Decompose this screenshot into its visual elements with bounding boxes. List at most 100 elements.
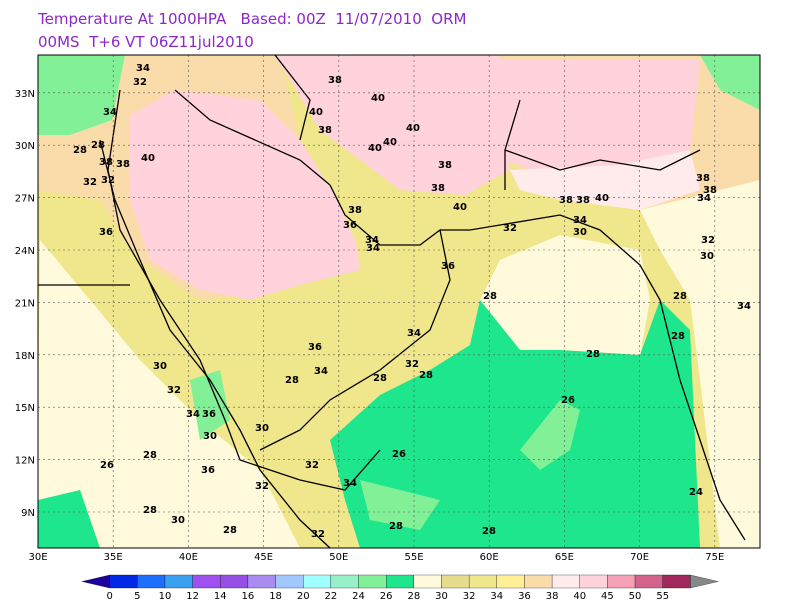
colorbar-swatch bbox=[607, 574, 636, 589]
contour-label: 36 bbox=[202, 409, 216, 420]
colorbar-label: 12 bbox=[186, 591, 199, 600]
contour-label: 34 bbox=[186, 409, 200, 420]
colorbar-swatch bbox=[386, 574, 414, 589]
title-line-1: Temperature At 1000HPA Based: 00Z 11/07/… bbox=[37, 10, 466, 28]
contour-label: 28 bbox=[143, 450, 157, 461]
lon-label: 45E bbox=[254, 552, 273, 563]
contour-label: 36 bbox=[308, 342, 322, 353]
contour-label: 32 bbox=[405, 359, 419, 370]
colorbar-label: 50 bbox=[629, 591, 642, 600]
colorbar-swatch bbox=[441, 574, 470, 589]
colorbar-label: 16 bbox=[242, 591, 255, 600]
lon-label: 30E bbox=[28, 552, 47, 563]
contour-label: 38 bbox=[703, 185, 717, 196]
lat-label: 21N bbox=[15, 298, 35, 309]
colorbar-swatch bbox=[551, 574, 580, 589]
contour-label: 32 bbox=[503, 223, 517, 234]
colorbar-swatch bbox=[524, 574, 553, 589]
contour-label: 40 bbox=[453, 202, 467, 213]
contour-label: 30 bbox=[153, 361, 167, 372]
contour-label: 34 bbox=[737, 301, 751, 312]
contour-label: 30 bbox=[203, 431, 217, 442]
contour-label: 28 bbox=[73, 145, 87, 156]
contour-label: 40 bbox=[309, 107, 323, 118]
contour-label: 32 bbox=[101, 175, 115, 186]
lon-label: 75E bbox=[705, 552, 724, 563]
colorbar-label: 22 bbox=[325, 591, 338, 600]
colorbar-swatch bbox=[109, 574, 138, 589]
lon-label: 50E bbox=[329, 552, 348, 563]
contour-label: 28 bbox=[91, 140, 105, 151]
contour-label: 36 bbox=[343, 220, 357, 231]
contour-label: 34 bbox=[365, 235, 379, 246]
colorbar: 0 5 10 12 14 16 18 20 22 24 26 28 30 32 34 36 38 40 45 50 55 bbox=[81, 574, 719, 600]
colorbar-cap bbox=[690, 574, 719, 589]
colorbar-label: 18 bbox=[269, 591, 282, 600]
contour-label: 36 bbox=[99, 227, 113, 238]
contour-label: 34 bbox=[314, 366, 328, 377]
colorbar-swatch bbox=[330, 574, 359, 589]
contour-label: 34 bbox=[697, 193, 711, 204]
colorbar-label: 20 bbox=[297, 591, 310, 600]
contour-label: 38 bbox=[438, 160, 452, 171]
contour-label: 28 bbox=[373, 373, 387, 384]
colorbar-label: 32 bbox=[463, 591, 476, 600]
contour-label: 38 bbox=[348, 205, 362, 216]
lat-label: 24N bbox=[15, 246, 35, 257]
contour-label: 38 bbox=[99, 157, 113, 168]
colorbar-label: 45 bbox=[601, 591, 614, 600]
colorbar-label: 28 bbox=[407, 591, 420, 600]
contour-label: 28 bbox=[673, 291, 687, 302]
contour-label: 38 bbox=[431, 183, 445, 194]
contour-label: 26 bbox=[561, 395, 575, 406]
contour-label: 24 bbox=[689, 487, 703, 498]
lat-label: 15N bbox=[15, 403, 35, 414]
contour-label: 30 bbox=[255, 423, 269, 434]
lon-label: 55E bbox=[404, 552, 423, 563]
contour-label: 38 bbox=[328, 75, 342, 86]
contour-label: 34 bbox=[343, 478, 357, 489]
contour-label: 40 bbox=[595, 193, 609, 204]
colorbar-swatch bbox=[662, 574, 691, 589]
contour-label: 38 bbox=[576, 195, 590, 206]
colorbar-label: 36 bbox=[518, 591, 531, 600]
lat-label: 18N bbox=[15, 351, 35, 362]
colorbar-swatch bbox=[247, 574, 276, 589]
contour-label: 32 bbox=[133, 77, 147, 88]
colorbar-label: 0 bbox=[106, 591, 112, 600]
contour-label: 28 bbox=[482, 526, 496, 537]
lat-label: 12N bbox=[15, 456, 35, 467]
colorbar-swatch bbox=[496, 574, 525, 589]
contour-label: 32 bbox=[311, 529, 325, 540]
contour-label: 28 bbox=[671, 331, 685, 342]
contour-label: 30 bbox=[171, 515, 185, 526]
contour-label: 28 bbox=[483, 291, 497, 302]
contour-label: 34 bbox=[573, 215, 587, 226]
contour-label: 32 bbox=[701, 235, 715, 246]
contour-label: 38 bbox=[696, 173, 710, 184]
colorbar-label: 30 bbox=[435, 591, 448, 600]
contour-label: 28 bbox=[389, 521, 403, 532]
lon-label: 35E bbox=[104, 552, 123, 563]
contour-label: 28 bbox=[586, 349, 600, 360]
colorbar-swatch bbox=[303, 574, 332, 589]
colorbar-swatch bbox=[164, 574, 193, 589]
contour-label: 34 bbox=[136, 63, 150, 74]
lon-label: 65E bbox=[555, 552, 574, 563]
contour-label: 34 bbox=[366, 243, 380, 254]
lon-label: 60E bbox=[480, 552, 499, 563]
colorbar-swatch bbox=[579, 574, 608, 589]
contour-label: 32 bbox=[83, 177, 97, 188]
contour-label: 38 bbox=[116, 159, 130, 170]
colorbar-cap bbox=[81, 574, 110, 589]
coastlines bbox=[38, 54, 746, 549]
contour-label: 28 bbox=[285, 375, 299, 386]
contour-label: 28 bbox=[143, 505, 157, 516]
map-fill bbox=[38, 55, 760, 548]
contour-label: 30 bbox=[573, 227, 587, 238]
contour-label: 32 bbox=[305, 460, 319, 471]
lat-label: 33N bbox=[15, 89, 35, 100]
lon-label: 70E bbox=[630, 552, 649, 563]
colorbar-label: 38 bbox=[546, 591, 559, 600]
